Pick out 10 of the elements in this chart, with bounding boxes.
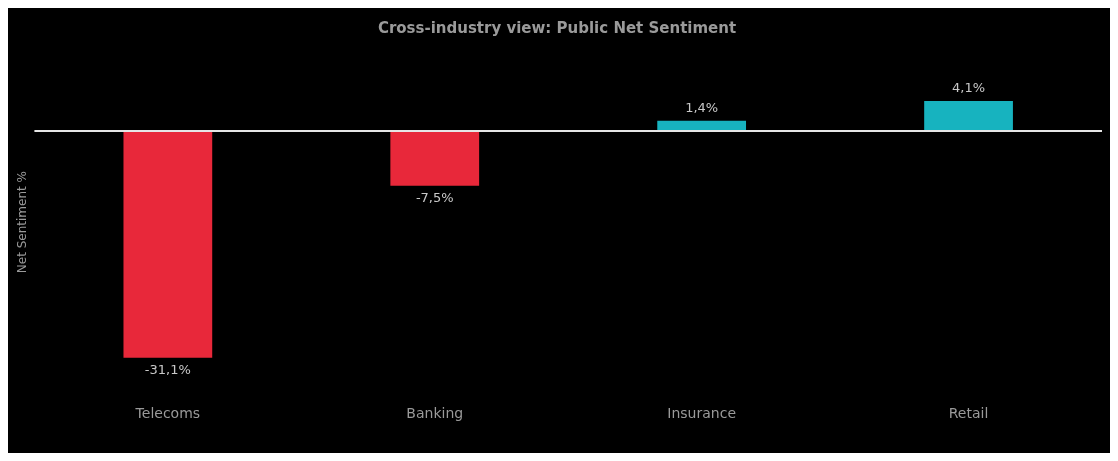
x-tick-label: Banking: [406, 405, 464, 422]
data-label: 1,4%: [685, 99, 719, 115]
x-tick-label: Retail: [948, 405, 989, 422]
x-tick-label: Insurance: [667, 405, 736, 422]
chart-title: Cross-industry view: Public Net Sentiment: [377, 18, 737, 37]
data-label: 4,1%: [952, 79, 986, 95]
data-label: -31,1%: [144, 361, 191, 377]
x-tick-label: Telecoms: [134, 405, 201, 422]
data-label: -7,5%: [415, 189, 454, 205]
y-axis-title: Net Sentiment %: [15, 171, 30, 274]
